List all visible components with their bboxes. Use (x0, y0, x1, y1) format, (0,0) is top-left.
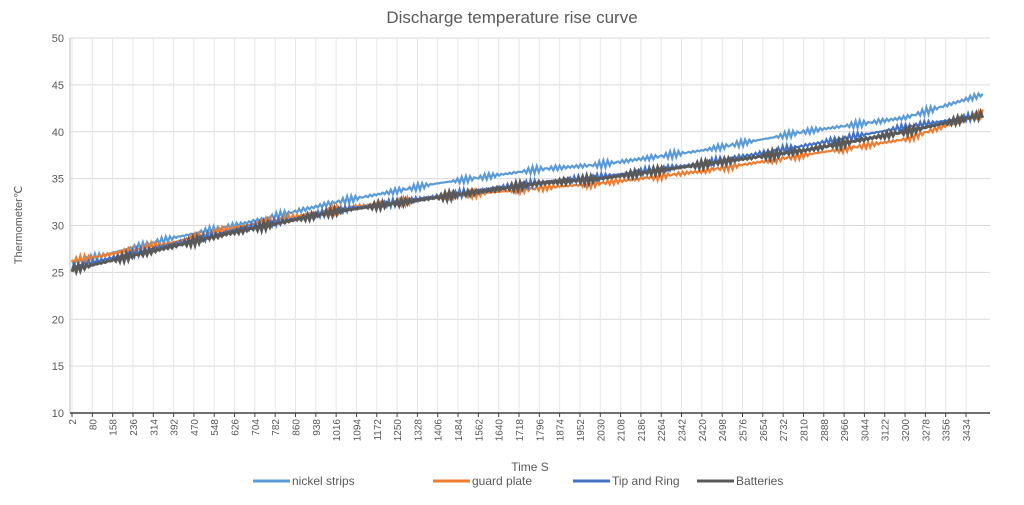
x-tick-label: 236 (129, 419, 140, 436)
legend-label: guard plate (472, 474, 532, 488)
x-tick-label: 3356 (942, 419, 953, 442)
x-tick-label: 1484 (454, 419, 465, 442)
x-tick-label: 158 (109, 419, 120, 436)
x-tick-label: 470 (190, 419, 201, 436)
x-tick-label: 938 (312, 419, 323, 436)
x-tick-label: 2342 (678, 419, 689, 442)
x-tick-label: 314 (149, 419, 160, 436)
x-tick-label: 1874 (556, 419, 567, 442)
x-tick-label: 3122 (881, 419, 892, 442)
x-tick-label: 3200 (901, 419, 912, 442)
x-tick-label: 2030 (596, 419, 607, 442)
x-tick-label: 1250 (393, 419, 404, 442)
x-tick-label: 1640 (495, 419, 506, 442)
x-tick-label: 3044 (860, 419, 871, 442)
x-tick-label: 548 (210, 419, 221, 436)
x-tick-label: 3434 (962, 419, 973, 442)
legend-label: nickel strips (292, 474, 355, 488)
y-tick-label: 30 (52, 221, 64, 233)
series-line-tip-and-ring (70, 109, 983, 271)
x-tick-label: 2654 (759, 419, 770, 442)
legend-label: Batteries (736, 474, 783, 488)
x-tick-label: 626 (231, 419, 242, 436)
x-tick-label: 2888 (820, 419, 831, 442)
x-tick-label: 3278 (921, 419, 932, 442)
y-tick-label: 25 (52, 267, 64, 279)
y-tick-label: 10 (52, 408, 64, 420)
y-axis-label: Thermometer℃ (13, 186, 25, 264)
x-tick-label: 1094 (352, 419, 363, 442)
x-tick-label: 1406 (434, 419, 445, 442)
x-tick-label: 704 (251, 419, 262, 436)
x-tick-label: 1172 (373, 419, 384, 441)
x-tick-label: 2810 (799, 419, 810, 442)
y-tick-label: 40 (52, 127, 64, 139)
y-tick-label: 35 (52, 174, 64, 186)
x-tick-label: 1718 (515, 419, 526, 442)
x-tick-label: 2 (68, 419, 79, 425)
x-tick-label: 80 (88, 419, 99, 431)
x-tick-label: 2966 (840, 419, 851, 442)
y-tick-label: 15 (52, 361, 64, 373)
x-tick-label: 2420 (698, 419, 709, 442)
x-tick-label: 2498 (718, 419, 729, 442)
x-tick-label: 1328 (413, 419, 424, 442)
x-tick-label: 782 (271, 419, 282, 436)
series-line-nickel-strips (70, 91, 984, 268)
x-tick-label: 2264 (657, 419, 668, 442)
y-tick-label: 20 (52, 314, 64, 326)
x-tick-label: 1562 (474, 419, 485, 442)
y-tick-label: 50 (52, 33, 64, 45)
x-tick-label: 860 (292, 419, 303, 436)
x-tick-label: 1952 (576, 419, 587, 442)
x-tick-label: 2186 (637, 419, 648, 442)
x-tick-label: 1016 (332, 419, 343, 442)
x-tick-label: 2108 (617, 419, 628, 442)
chart-title: Discharge temperature rise curve (386, 8, 637, 27)
y-tick-label: 45 (52, 80, 64, 92)
x-axis-label: Time S (511, 460, 549, 474)
x-tick-label: 2732 (779, 419, 790, 442)
x-tick-label: 392 (170, 419, 181, 436)
series-line-batteries (70, 107, 985, 277)
x-tick-label: 2576 (739, 419, 750, 442)
legend-label: Tip and Ring (612, 474, 680, 488)
x-tick-label: 1796 (535, 419, 546, 442)
